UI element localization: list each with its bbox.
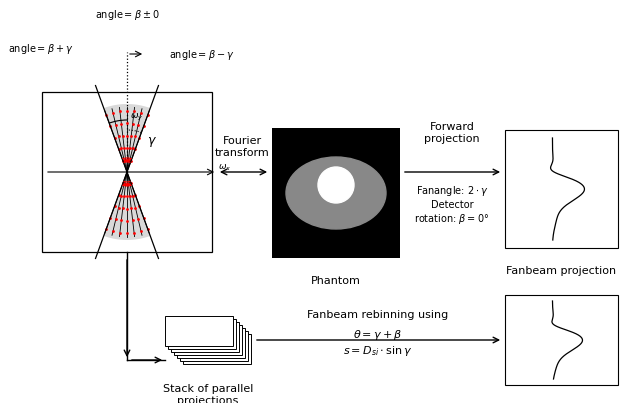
Bar [168,319,236,349]
Bar [42,92,212,252]
Bar [505,130,618,248]
Text: $\gamma$: $\gamma$ [147,135,157,149]
Text: $s = D_{si} \cdot \sin \gamma$: $s = D_{si} \cdot \sin \gamma$ [344,344,413,358]
Polygon shape [104,172,150,240]
Text: $\theta = \gamma + \beta$: $\theta = \gamma + \beta$ [353,328,403,342]
Circle shape [318,167,354,203]
Bar [165,316,233,346]
Bar [177,328,245,358]
Text: Stack of parallel
projections: Stack of parallel projections [163,384,253,403]
Text: Fourier
transform: Fourier transform [214,136,269,158]
Bar [272,128,400,258]
Bar [171,322,239,352]
Text: $\omega_x$: $\omega_x$ [218,163,232,173]
Ellipse shape [286,157,386,229]
Text: Fanbeam rebinning using: Fanbeam rebinning using [307,310,449,320]
Bar [180,331,248,361]
Text: angle$= \beta - \gamma$: angle$= \beta - \gamma$ [169,48,234,62]
Text: angle$= \beta \pm 0$: angle$= \beta \pm 0$ [95,8,159,22]
Text: Phantom: Phantom [311,276,361,286]
Text: angle$= \beta + \gamma$: angle$= \beta + \gamma$ [8,42,74,56]
Text: $\omega_y$: $\omega_y$ [130,112,143,123]
Text: Forward
projection: Forward projection [424,123,480,144]
Polygon shape [104,104,150,172]
Bar [183,334,251,364]
Text: Fanbeam projection: Fanbeam projection [506,266,616,276]
Bar [174,325,242,355]
Text: Fanangle: $2 \cdot \gamma$
Detector
rotation: $\beta = 0°$: Fanangle: $2 \cdot \gamma$ Detector rota… [415,184,490,226]
Bar [505,295,618,385]
